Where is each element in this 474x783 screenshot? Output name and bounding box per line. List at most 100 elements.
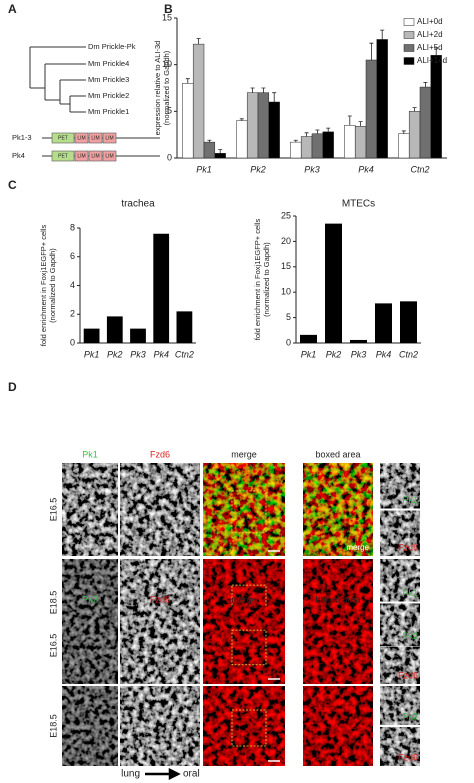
domain-label: LIM bbox=[77, 135, 85, 141]
column-header: merge bbox=[231, 594, 257, 604]
panel-label: A bbox=[8, 2, 17, 16]
error-bar bbox=[315, 129, 320, 134]
error-bar bbox=[347, 115, 352, 126]
y-tick-label: 2 bbox=[70, 309, 75, 319]
error-bar bbox=[380, 29, 385, 40]
bar bbox=[398, 133, 410, 159]
y-tick-label: 10 bbox=[162, 59, 172, 69]
x-tick-label: Pk4 bbox=[358, 164, 374, 174]
bar bbox=[376, 39, 388, 159]
x-tick-label: Ctn2 bbox=[175, 349, 194, 359]
domain-box bbox=[74, 132, 89, 144]
error-bar bbox=[326, 127, 331, 132]
bar bbox=[130, 328, 146, 343]
bar bbox=[400, 301, 417, 343]
micrograph bbox=[120, 463, 200, 556]
y-tick-label: 6 bbox=[70, 251, 75, 261]
domain-box bbox=[51, 132, 75, 144]
micrograph bbox=[303, 607, 373, 684]
legend-swatch bbox=[403, 31, 415, 39]
legend-label: ALI+5d bbox=[417, 43, 443, 52]
bar bbox=[350, 339, 367, 343]
tree-leaf: Mm Prickle2 bbox=[88, 91, 129, 100]
domain-box bbox=[51, 150, 75, 162]
inset bbox=[380, 559, 420, 602]
panel-label: B bbox=[164, 2, 173, 16]
boxed-region bbox=[231, 584, 267, 625]
y-tick-label: 5 bbox=[167, 106, 172, 116]
error-bar bbox=[218, 149, 223, 154]
domain-box bbox=[88, 150, 103, 162]
legend-label: ALI+0d bbox=[417, 17, 443, 26]
bar bbox=[83, 328, 100, 343]
error-bar bbox=[293, 139, 298, 143]
direction-arrow bbox=[145, 767, 181, 781]
y-axis-label: (normalized to Gapdh) bbox=[262, 242, 271, 317]
bar bbox=[236, 120, 248, 159]
micrograph bbox=[62, 607, 118, 684]
error-bar bbox=[250, 87, 255, 93]
boxed-region bbox=[231, 490, 267, 534]
error-bar bbox=[434, 47, 439, 56]
chart-title: MTECs bbox=[342, 199, 375, 210]
bar bbox=[300, 334, 317, 343]
micrograph bbox=[303, 686, 373, 766]
column-header: boxed area bbox=[315, 449, 360, 459]
bar bbox=[268, 101, 280, 159]
column-header: Pk1 bbox=[82, 449, 98, 459]
inset-label: Fzd6 bbox=[398, 752, 418, 762]
y-tick-label: 20 bbox=[281, 236, 291, 246]
bar bbox=[325, 223, 342, 343]
bar bbox=[300, 136, 313, 159]
y-axis-label: fold enrichment in Foxj1EGFP+ cells bbox=[253, 218, 262, 340]
error-bar bbox=[412, 107, 417, 112]
domain-label: LIM bbox=[105, 135, 113, 141]
bar bbox=[311, 133, 324, 159]
y-axis-label: fold enrichment in Foxj1EGFP+ cells bbox=[39, 224, 48, 346]
legend-swatch bbox=[403, 44, 415, 52]
bar bbox=[153, 233, 170, 343]
bar bbox=[322, 131, 334, 159]
inset-label: Pk1 bbox=[402, 495, 418, 505]
bar bbox=[419, 86, 432, 159]
y-tick-label: 15 bbox=[162, 12, 172, 22]
axis-end: oral bbox=[183, 769, 200, 780]
chart-title: trachea bbox=[121, 199, 155, 210]
micrograph bbox=[203, 607, 285, 684]
x-tick-label: Pk4 bbox=[153, 349, 169, 359]
column-header: merge bbox=[231, 449, 257, 459]
x-tick-label: Ctn2 bbox=[410, 164, 429, 174]
panel-label: C bbox=[8, 178, 17, 192]
inset-label: Pk2 bbox=[402, 631, 418, 641]
micrograph bbox=[203, 686, 285, 766]
error-bar bbox=[261, 87, 266, 93]
inset bbox=[380, 686, 420, 725]
inset bbox=[380, 463, 420, 509]
y-tick-label: 5 bbox=[286, 312, 291, 322]
y-axis-label: (normalized to Gapdh) bbox=[48, 248, 57, 323]
bar bbox=[354, 126, 367, 159]
x-tick-label: Ctn2 bbox=[399, 349, 418, 359]
y-tick-label: 4 bbox=[70, 280, 75, 290]
bar bbox=[182, 83, 194, 159]
error-bar bbox=[401, 130, 406, 134]
inset bbox=[380, 510, 420, 556]
bar bbox=[192, 43, 205, 159]
x-tick-label: Pk3 bbox=[304, 164, 320, 174]
error-bar bbox=[272, 92, 277, 102]
column-header: boxed area bbox=[315, 594, 360, 604]
error-bar bbox=[196, 38, 201, 45]
inset bbox=[380, 727, 420, 766]
inset-label: merge bbox=[346, 543, 369, 552]
bar bbox=[365, 59, 378, 159]
domain-label: LIM bbox=[77, 153, 85, 159]
x-tick-label: Pk3 bbox=[130, 349, 146, 359]
x-tick-label: Pk2 bbox=[250, 164, 266, 174]
panel-label: D bbox=[8, 380, 17, 394]
legend-swatch bbox=[403, 57, 415, 65]
y-axis-label: (normalized to Gapdh) bbox=[162, 50, 171, 125]
bar bbox=[203, 141, 216, 159]
domain-box bbox=[102, 132, 117, 144]
bar bbox=[344, 125, 356, 159]
